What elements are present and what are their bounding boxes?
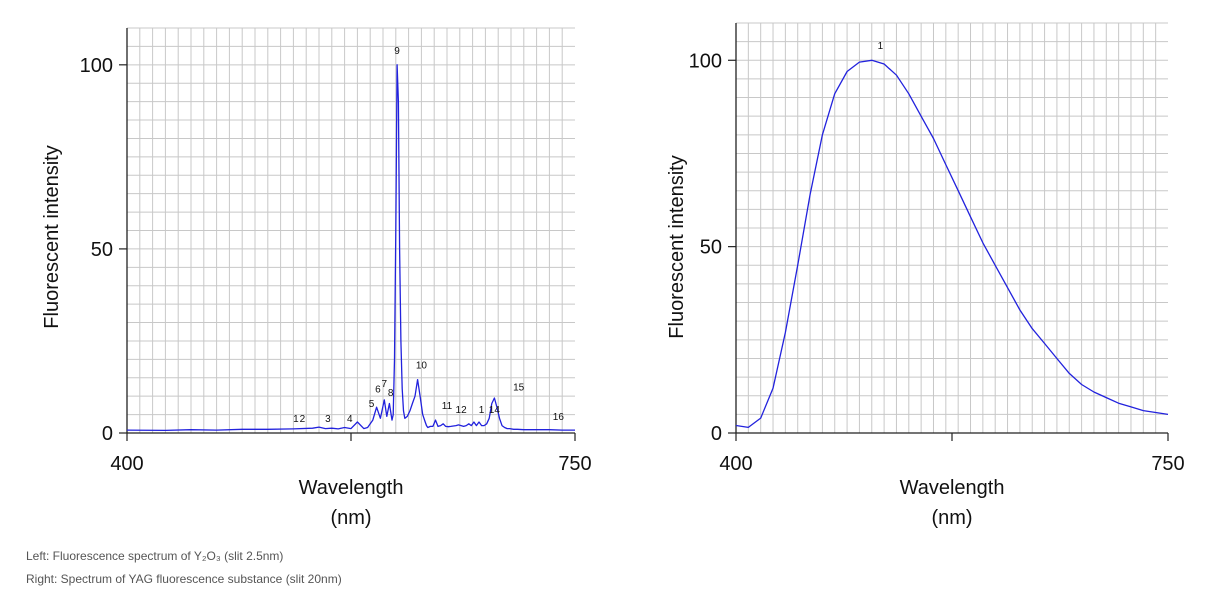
- x-axis-unit: (nm): [931, 507, 972, 529]
- peak-label: 1: [479, 405, 485, 416]
- peak-label: 9: [394, 46, 400, 57]
- x-tick-label: 750: [558, 453, 591, 475]
- caption-right: Right: Spectrum of YAG fluorescence subs…: [26, 572, 342, 586]
- chart-left: 0 50 100 400 750 Wavelength (nm) Fluorescent in…: [41, 27, 592, 529]
- peak-label: 3: [325, 414, 331, 425]
- y-tick-label: 100: [80, 55, 113, 77]
- peak-label: 7: [381, 379, 387, 390]
- peak-label: 8: [388, 388, 394, 399]
- y-tick-label: 50: [700, 237, 722, 259]
- peak-label: 6: [375, 385, 381, 396]
- peak-label: 11: [442, 401, 453, 412]
- x-axis-label: Wavelength: [900, 477, 1005, 499]
- y-axis-label: Fluorescent intensity: [41, 145, 63, 328]
- peak-label: 5: [369, 399, 375, 410]
- x-tick-label: 400: [719, 453, 752, 475]
- y-tick-label: 0: [711, 423, 722, 445]
- y-axis-label: Fluorescent intensity: [666, 155, 688, 338]
- peak-label: 16: [553, 412, 565, 423]
- x-tick-label: 750: [1151, 453, 1184, 475]
- series-line-y2o3: [126, 64, 575, 432]
- x-tick-label: 400: [110, 453, 143, 475]
- y-tick-label: 100: [689, 50, 722, 72]
- series-line-yag: [735, 59, 1169, 429]
- peak-label: 14: [489, 405, 501, 416]
- peak-label: 2: [300, 414, 306, 425]
- peak-label: 4: [347, 414, 353, 425]
- peak-label: 12: [456, 405, 468, 416]
- caption-left: Left: Fluorescence spectrum of Y₂O₃ (sli…: [26, 549, 284, 563]
- peak-label: 15: [513, 383, 525, 394]
- peak-label: 1: [878, 41, 884, 52]
- x-axis-label: Wavelength: [299, 477, 404, 499]
- x-axis-unit: (nm): [330, 507, 371, 529]
- peak-label: 10: [416, 361, 428, 372]
- chart-right: 0 50 100 400 750 Wavelength (nm) Fluorescent in…: [666, 22, 1185, 529]
- y-tick-label: 50: [91, 239, 113, 261]
- y-tick-label: 0: [102, 423, 113, 445]
- peak-label: 1: [293, 414, 299, 425]
